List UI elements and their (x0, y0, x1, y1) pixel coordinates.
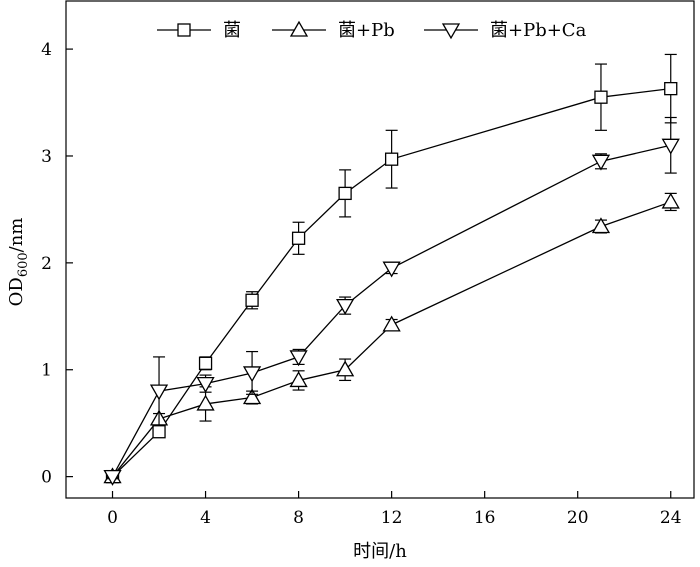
y-tick-label: 0 (41, 468, 52, 488)
data-point (198, 356, 213, 370)
data-point (594, 90, 608, 104)
x-tick-label: 16 (474, 508, 496, 528)
legend-marker (177, 23, 191, 37)
data-point (382, 315, 401, 332)
y-axis-title-subscript: 600 (16, 252, 31, 277)
data-point (242, 366, 262, 383)
legend: 菌 菌+Pb 菌+Pb+Ca (157, 20, 587, 41)
series-line (112, 201, 671, 478)
legend-item: 菌 (157, 20, 241, 41)
y-tick-label: 2 (41, 254, 52, 274)
data-point (384, 152, 399, 166)
data-point (338, 186, 352, 201)
series-2 (103, 192, 680, 484)
data-point (103, 469, 122, 486)
plot-frame (65, 0, 695, 499)
legend-marker (289, 20, 309, 37)
x-tick-label: 4 (200, 508, 211, 528)
legend-label: 菌 (223, 20, 241, 41)
x-axis-title: 时间/h (353, 541, 407, 562)
data-point (335, 298, 355, 315)
data-point (291, 231, 306, 245)
data-point (196, 394, 215, 411)
series-layer (103, 53, 680, 486)
data-point (149, 384, 169, 401)
data-point (289, 350, 308, 367)
y-axis: 0 1 2 3 4 (41, 40, 73, 488)
data-point (196, 376, 215, 393)
y-axis-title: OD600/nm (6, 218, 31, 307)
x-tick-label: 8 (293, 508, 304, 528)
data-point (152, 425, 166, 439)
legend-item: 菌+Pb+Ca (424, 20, 587, 41)
data-point (591, 154, 611, 171)
x-axis: 0 4 8 12 16 20 24 (107, 491, 682, 528)
data-point (661, 138, 680, 155)
data-point (245, 293, 259, 307)
y-tick-label: 3 (41, 147, 52, 167)
data-point (591, 217, 611, 234)
series-3 (103, 116, 680, 486)
y-tick-label: 4 (41, 40, 52, 60)
x-tick-label: 20 (567, 508, 589, 528)
x-tick-label: 12 (381, 508, 403, 528)
data-point (382, 261, 401, 278)
data-point (661, 192, 680, 209)
legend-marker (441, 23, 461, 40)
series-line (111, 144, 671, 477)
data-point (664, 81, 678, 96)
data-point (289, 371, 308, 388)
y-axis-title-prefix: OD (6, 277, 27, 306)
y-tick-label: 1 (41, 361, 52, 381)
x-tick-label: 24 (660, 508, 682, 528)
data-point (242, 388, 262, 405)
data-point (335, 360, 355, 377)
legend-item: 菌+Pb (272, 20, 395, 41)
y-axis-title-suffix: /nm (6, 218, 27, 253)
x-tick-label: 0 (107, 508, 118, 528)
legend-label: 菌+Pb+Ca (490, 20, 587, 41)
legend-label: 菌+Pb (338, 20, 395, 41)
